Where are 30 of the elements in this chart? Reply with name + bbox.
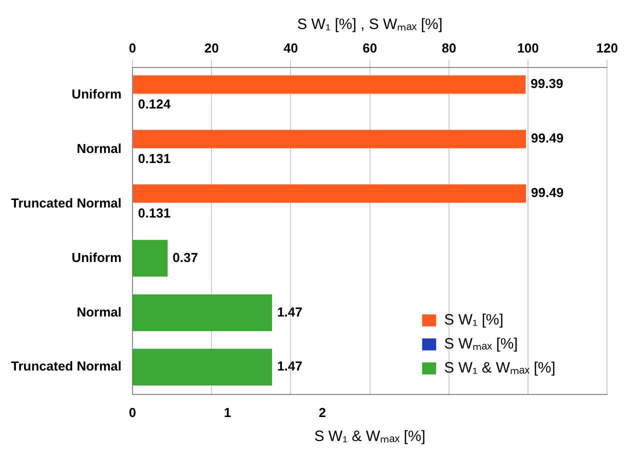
x2-tick-label: 20 [204,40,219,56]
y-tick-label: Uniform [72,86,122,102]
data-label: 0.131 [138,206,171,221]
data-label: 1.47 [277,304,302,320]
x2-tick-label: 0 [128,40,136,56]
legend-label: S W₁ [%] [444,312,504,329]
data-label: 99.49 [531,130,564,146]
x-tick-label: 0 [128,404,136,420]
x2-axis-title: S W₁ [%] , S Wₘₐₓ [%] [297,16,443,34]
data-label: 1.47 [277,358,302,374]
data-label: 99.49 [531,185,564,200]
x2-tick-label: 60 [362,40,378,56]
data-label: 0.131 [138,151,171,166]
x-tick-label: 2 [318,404,326,420]
x-axis-title: S W₁ & Wₘₐₓ [%] [314,428,426,446]
y-tick-label: Normal [76,140,122,156]
legend-label: S Wₘₐₓ [%] [444,336,518,353]
y-tick-label: Normal [76,304,122,320]
data-label: 0.37 [172,250,198,265]
x2-tick-label: 120 [596,40,618,56]
y-tick-label: Truncated Normal [10,358,122,374]
legend-label: S W₁ & Wₘₐₓ [%] [444,360,556,377]
data-label: 99.39 [530,76,564,92]
x2-tick-label: 80 [442,40,456,56]
data-label: 0.124 [138,96,172,112]
x-tick-label: 1 [224,404,232,420]
y-tick-label: Uniform [72,250,122,265]
x2-tick-label: 40 [284,40,298,56]
y-tick-label: Truncated Normal [10,195,122,210]
x2-tick-label: 100 [517,40,539,56]
